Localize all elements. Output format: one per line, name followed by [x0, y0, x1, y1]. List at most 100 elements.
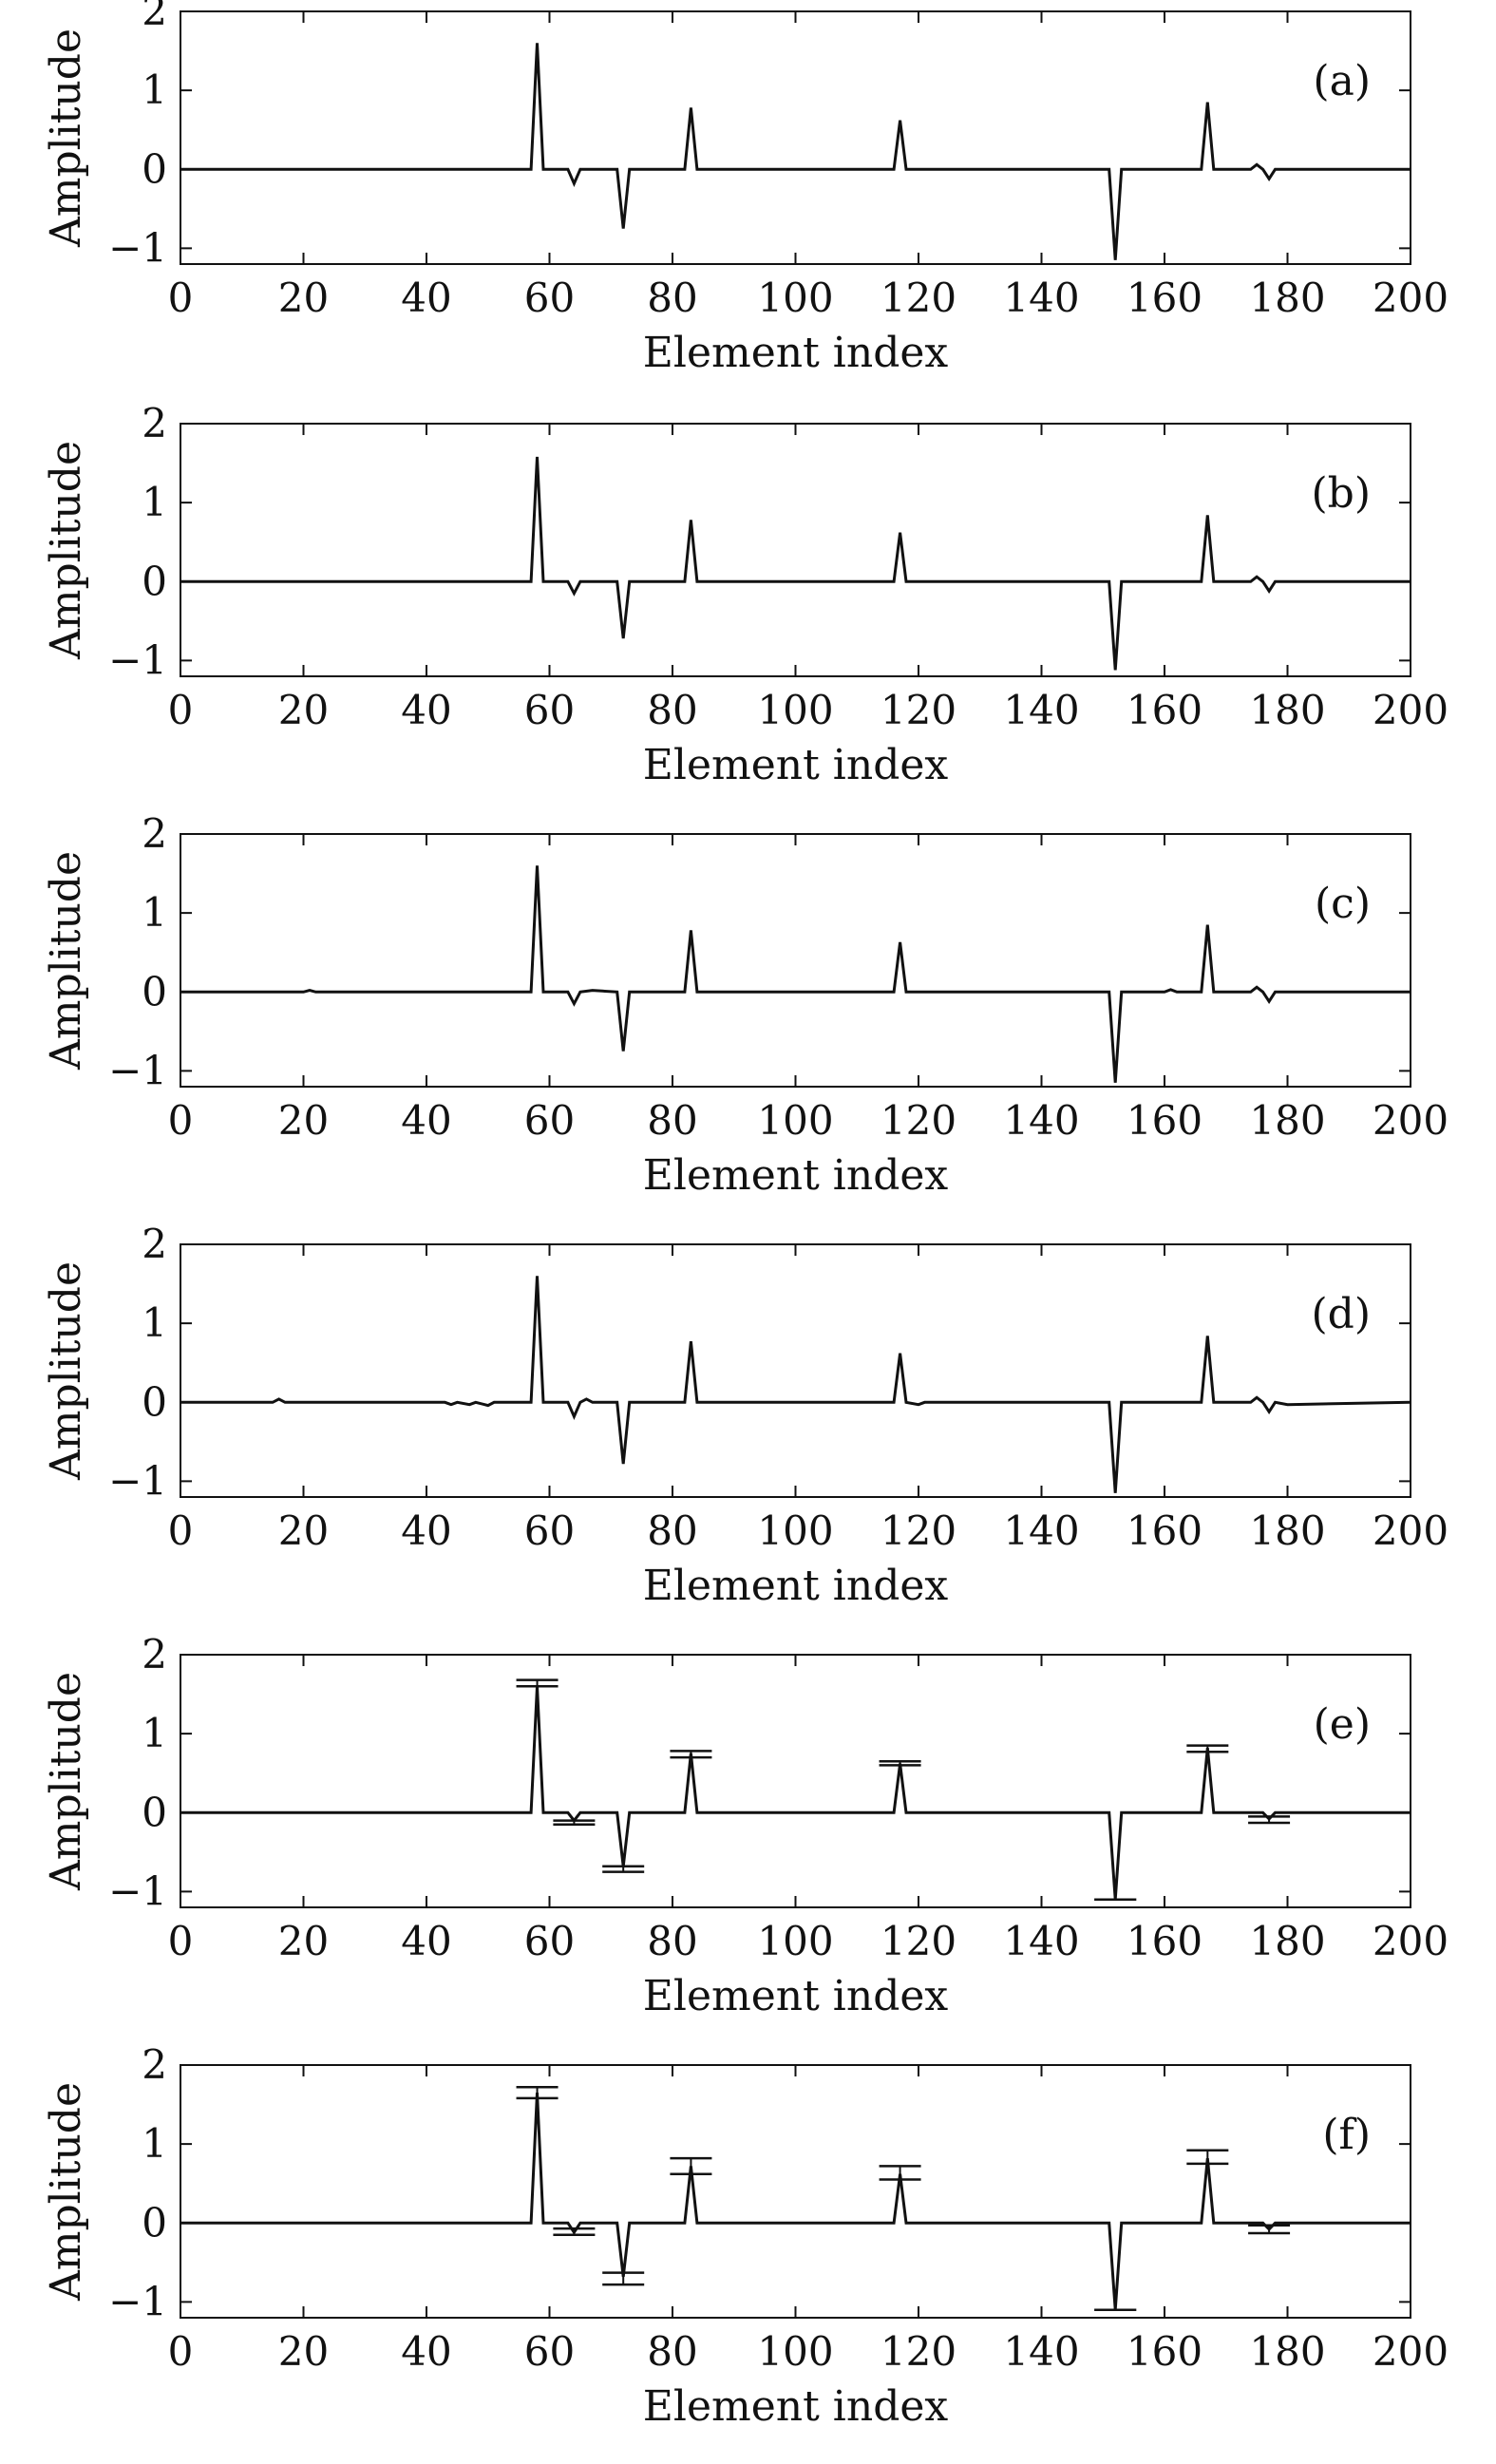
y-tick-label: 1 — [142, 1299, 167, 1346]
plot-frame — [180, 423, 1411, 677]
x-tick-label: 160 — [1127, 2328, 1202, 2375]
x-tick-label: 20 — [278, 1507, 329, 1554]
panel-label: (b) — [1312, 469, 1372, 518]
x-tick-label: 160 — [1127, 687, 1202, 733]
x-axis-label: Element index — [643, 1972, 949, 2020]
plot-frame — [180, 2064, 1411, 2319]
y-tick-label: −1 — [108, 224, 167, 271]
y-tick-label: 0 — [142, 1789, 167, 1835]
x-axis-label: Element index — [643, 2382, 949, 2431]
series-line — [180, 2093, 1411, 2310]
x-tick-label: 0 — [168, 687, 194, 733]
x-tick-label: 40 — [401, 1097, 451, 1144]
x-tick-label: 100 — [757, 1097, 833, 1144]
x-tick-label: 140 — [1003, 1918, 1079, 1964]
x-tick-label: 20 — [278, 275, 329, 321]
error-bar — [516, 1678, 559, 1688]
x-tick-label: 80 — [647, 1507, 697, 1554]
x-tick-label: 60 — [524, 275, 575, 321]
x-tick-label: 0 — [168, 275, 194, 321]
x-tick-label: 0 — [168, 1918, 194, 1964]
y-tick-label: 2 — [142, 1631, 167, 1677]
x-tick-label: 100 — [757, 275, 833, 321]
x-tick-label: 40 — [401, 2328, 451, 2375]
data-layer — [180, 1686, 1411, 1900]
x-axis-label: Element index — [643, 741, 949, 789]
y-tick-label: 1 — [142, 479, 167, 525]
y-tick-label: 0 — [142, 968, 167, 1014]
x-tick-label: 20 — [278, 687, 329, 733]
x-axis-label: Element index — [643, 1151, 949, 1200]
x-tick-label: 80 — [647, 687, 697, 733]
x-tick-label: 100 — [757, 1918, 833, 1964]
plot-frame — [180, 833, 1411, 1088]
data-layer — [180, 2093, 1411, 2310]
x-tick-label: 200 — [1373, 275, 1449, 321]
error-bar — [1186, 2149, 1229, 2166]
panel-label: (e) — [1314, 1700, 1371, 1749]
y-tick-label: 0 — [142, 145, 167, 192]
error-bar — [553, 1819, 596, 1826]
x-tick-label: 200 — [1373, 1507, 1449, 1554]
y-tick-label: −1 — [108, 2278, 167, 2324]
x-axis-label: Element index — [643, 329, 949, 377]
x-tick-label: 140 — [1003, 275, 1079, 321]
chart-panel-3: 0 20 40 60 80 100 120 140 160 180 200−1012Element … — [42, 810, 1449, 1200]
x-tick-label: 160 — [1127, 1918, 1202, 1964]
error-bar — [879, 2165, 921, 2181]
chart-panel-5: 0 20 40 60 80 100 120 140 160 180 200−1012Element … — [42, 1631, 1449, 2020]
panel-label: (f) — [1322, 2111, 1371, 2159]
y-tick-label: 0 — [142, 1378, 167, 1425]
y-tick-label: 2 — [142, 400, 167, 446]
x-tick-label: 200 — [1373, 1918, 1449, 1964]
x-tick-label: 180 — [1249, 687, 1325, 733]
series-line — [180, 865, 1411, 1083]
error-bar — [1248, 2224, 1291, 2235]
x-tick-label: 100 — [757, 1507, 833, 1554]
x-tick-label: 120 — [881, 275, 956, 321]
x-tick-label: 60 — [524, 1507, 575, 1554]
data-layer — [180, 1276, 1411, 1493]
y-tick-label: 2 — [142, 1221, 167, 1267]
chart-panel-2: 0 20 40 60 80 100 120 140 160 180 200−1012Element … — [42, 400, 1449, 789]
y-axis-label: Amplitude — [42, 1672, 90, 1891]
error-bar — [670, 2156, 712, 2175]
x-tick-label: 160 — [1127, 1507, 1202, 1554]
error-bar — [1248, 1815, 1291, 1825]
y-axis-label: Amplitude — [42, 2082, 90, 2302]
error-bar — [670, 1750, 712, 1759]
x-tick-label: 120 — [881, 1918, 956, 1964]
x-tick-label: 160 — [1127, 1097, 1202, 1144]
x-tick-label: 180 — [1249, 275, 1325, 321]
panel-label: (d) — [1312, 1290, 1372, 1338]
y-axis-label: Amplitude — [42, 28, 90, 248]
data-layer — [180, 43, 1411, 260]
x-tick-label: 20 — [278, 2328, 329, 2375]
series-line — [180, 43, 1411, 260]
x-tick-label: 0 — [168, 1097, 194, 1144]
y-axis-label: Amplitude — [42, 1261, 90, 1481]
y-tick-label: −1 — [108, 1457, 167, 1504]
panel-label: (a) — [1313, 57, 1371, 105]
x-tick-label: 120 — [881, 1097, 956, 1144]
x-tick-label: 120 — [881, 687, 956, 733]
y-tick-label: 2 — [142, 810, 167, 857]
y-tick-label: 2 — [142, 0, 167, 34]
x-tick-label: 140 — [1003, 687, 1079, 733]
x-tick-label: 120 — [881, 1507, 956, 1554]
error-bar — [879, 1759, 921, 1767]
error-bar — [516, 2086, 559, 2100]
y-tick-label: −1 — [108, 636, 167, 683]
x-tick-label: 100 — [757, 687, 833, 733]
chart-panel-6: 0 20 40 60 80 100 120 140 160 180 200−1012Element … — [42, 2041, 1449, 2431]
panel-label: (c) — [1315, 880, 1371, 928]
y-tick-label: −1 — [108, 1047, 167, 1093]
y-tick-label: 1 — [142, 2120, 167, 2167]
y-tick-label: 0 — [142, 2199, 167, 2246]
x-tick-label: 80 — [647, 1918, 697, 1964]
x-tick-label: 40 — [401, 1507, 451, 1554]
x-tick-label: 80 — [647, 1097, 697, 1144]
series-line — [180, 1686, 1411, 1900]
plot-frame — [180, 10, 1411, 265]
